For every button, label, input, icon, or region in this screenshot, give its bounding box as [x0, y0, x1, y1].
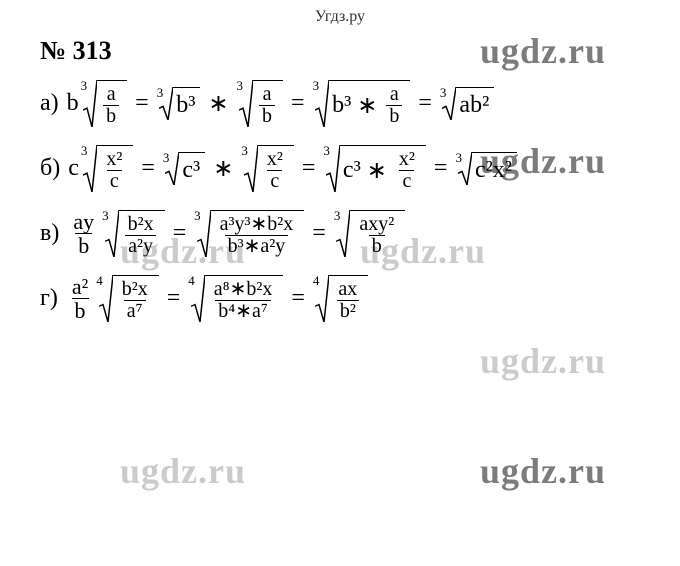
- multiply: ∗: [213, 154, 233, 183]
- equals: =: [291, 285, 305, 312]
- step3: 3 c³ ∗ x² c: [321, 145, 427, 192]
- multiply: ∗: [208, 89, 228, 118]
- coeff-fraction: a² b: [69, 275, 91, 322]
- problem-number: № 313: [40, 36, 680, 66]
- equals: =: [173, 220, 187, 247]
- fraction: b²x a²y: [125, 214, 157, 257]
- page-header: Угдз.ру: [0, 0, 680, 32]
- root: 3 ab²: [440, 87, 494, 120]
- equals: =: [135, 90, 149, 117]
- step2: 3 b³ ∗ 3 a b: [155, 80, 285, 127]
- result: 3 c²x²: [453, 152, 519, 185]
- step2: 3 a³y³∗b²x b³∗a²y: [192, 210, 306, 257]
- fraction: x² c: [264, 149, 286, 192]
- fraction: axy² b: [356, 214, 397, 257]
- equals: =: [167, 285, 181, 312]
- root: 3 x² c: [81, 145, 134, 192]
- equation-g: г) a² b 4 b²x a⁷ = 4 a⁸∗b²x b⁴∗a⁷: [40, 275, 680, 322]
- root: 3 b³: [157, 87, 201, 120]
- root: 3 c²x²: [455, 152, 517, 185]
- equation-b: б) c 3 x² c = 3 c³ ∗ 3 x²: [40, 145, 680, 192]
- equation-a: а) b 3 a b = 3 b³ ∗ 3 a: [40, 80, 680, 127]
- equation-label: г): [40, 285, 58, 312]
- root-index: 3: [237, 78, 244, 94]
- fraction: x² c: [396, 149, 418, 192]
- watermark-text: ugdz.ru: [480, 340, 606, 382]
- equals: =: [291, 90, 305, 117]
- fraction: ax b²: [335, 279, 360, 322]
- coeff: c: [68, 155, 79, 182]
- step3: 3 b³ ∗ a b: [311, 80, 413, 127]
- fraction: a⁸∗b²x b⁴∗a⁷: [211, 279, 276, 322]
- watermark-text: ugdz.ru: [120, 450, 246, 492]
- equals: =: [302, 155, 316, 182]
- equation-label: в): [40, 220, 59, 247]
- root-index: 3: [313, 78, 320, 94]
- equation-label: а): [40, 90, 59, 117]
- lhs: ay b 3 b²x a²y: [67, 210, 166, 257]
- root: 3 a b: [81, 80, 128, 127]
- watermark-text: ugdz.ru: [480, 450, 606, 492]
- multiply: ∗: [357, 91, 377, 120]
- fraction: a b: [386, 84, 402, 127]
- root-index: 3: [157, 85, 164, 101]
- result: 3 axy² b: [332, 210, 407, 257]
- result: 4 ax b²: [311, 275, 370, 322]
- equation-v: в) ay b 3 b²x a²y = 3 a³y³∗b²x b³∗a: [40, 210, 680, 257]
- fraction: a b: [103, 84, 119, 127]
- fraction: b²x a⁷: [119, 279, 151, 322]
- root: 3 a³y³∗b²x b³∗a²y: [194, 210, 304, 257]
- equals: =: [434, 155, 448, 182]
- root-index: 3: [81, 78, 88, 94]
- root-index: 3: [440, 85, 447, 101]
- multiply: ∗: [367, 156, 387, 185]
- root: 3 axy² b: [334, 210, 405, 257]
- root: 3 c³ ∗ x² c: [323, 145, 425, 192]
- root-index: 3: [81, 143, 88, 159]
- root: 4 b²x a⁷: [96, 275, 159, 322]
- root: 3 a b: [237, 80, 284, 127]
- root: 3 b²x a²y: [102, 210, 165, 257]
- fraction: x² c: [103, 149, 125, 192]
- root: 3 x² c: [241, 145, 294, 192]
- root: 4 ax b²: [313, 275, 368, 322]
- equals: =: [141, 155, 155, 182]
- coeff: b: [67, 90, 79, 117]
- step2: 4 a⁸∗b²x b⁴∗a⁷: [186, 275, 285, 322]
- fraction: a³y³∗b²x b³∗a²y: [217, 214, 297, 257]
- equals: =: [418, 90, 432, 117]
- root: 3 c³: [163, 152, 205, 185]
- fraction: a b: [259, 84, 275, 127]
- root: 3 b³ ∗ a b: [313, 80, 411, 127]
- lhs: b 3 a b: [67, 80, 130, 127]
- lhs: c 3 x² c: [68, 145, 135, 192]
- step2: 3 c³ ∗ 3 x² c: [161, 145, 296, 192]
- coeff-fraction: ay b: [70, 210, 97, 257]
- equation-label: б): [40, 155, 60, 182]
- result: 3 ab²: [438, 87, 496, 120]
- lhs: a² b 4 b²x a⁷: [66, 275, 161, 322]
- equals: =: [312, 220, 326, 247]
- root: 4 a⁸∗b²x b⁴∗a⁷: [188, 275, 283, 322]
